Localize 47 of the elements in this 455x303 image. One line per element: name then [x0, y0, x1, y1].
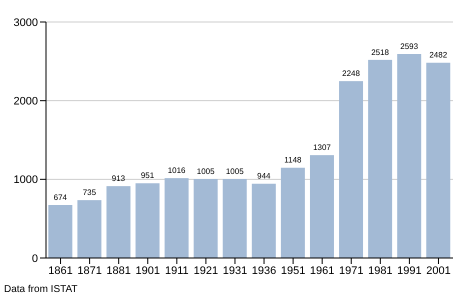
- data-label: 1148: [284, 156, 302, 165]
- data-label: 944: [257, 172, 272, 181]
- x-tick-label: 1961: [310, 264, 334, 277]
- bar: [397, 54, 422, 258]
- data-label: 913: [112, 174, 126, 184]
- data-label: 1005: [226, 166, 244, 176]
- data-label: 2593: [400, 42, 419, 52]
- y-tick-label: 2000: [14, 96, 38, 108]
- y-tick-label: 1000: [14, 174, 38, 186]
- x-tick-label: 1911: [164, 264, 189, 277]
- data-label: 674: [54, 192, 68, 202]
- x-tick-label: 1931: [222, 264, 248, 277]
- data-label: 735: [82, 188, 97, 198]
- bar: [136, 183, 160, 258]
- x-tick-label: 1861: [48, 264, 73, 277]
- bar: [252, 184, 276, 258]
- x-tick-label: 2001: [426, 264, 451, 277]
- bar: [339, 81, 364, 258]
- bar: [77, 200, 102, 258]
- y-tick-label: 3000: [14, 16, 38, 29]
- x-tick-label: 1991: [397, 264, 422, 277]
- bar: [48, 204, 72, 258]
- data-label: 1307: [313, 143, 332, 152]
- y-tick-label: 0: [32, 252, 38, 265]
- x-tick-label: 1936: [252, 264, 276, 277]
- bar: [222, 178, 247, 258]
- data-label: 2518: [371, 48, 390, 57]
- bar: [426, 62, 450, 258]
- bar: [194, 178, 218, 258]
- data-label: 2248: [342, 69, 360, 78]
- data-label: 2482: [429, 50, 448, 60]
- x-tick-label: 1981: [368, 264, 393, 277]
- x-tick-label: 1971: [339, 264, 364, 277]
- data-label: 951: [140, 171, 155, 180]
- x-tick-label: 1951: [280, 264, 306, 277]
- x-tick-label: 1881: [106, 264, 131, 277]
- bar: [106, 186, 130, 258]
- x-tick-label: 1901: [136, 264, 160, 277]
- data-label: 1005: [196, 166, 216, 176]
- bar: [310, 155, 334, 258]
- data-label: 1016: [168, 166, 186, 176]
- bar: [164, 178, 189, 258]
- bar: [280, 168, 305, 258]
- x-tick-label: 1871: [77, 264, 102, 277]
- bar: [368, 60, 392, 258]
- text: Data from ISTAT: [4, 284, 78, 295]
- x-tick-label: 1921: [194, 264, 218, 277]
